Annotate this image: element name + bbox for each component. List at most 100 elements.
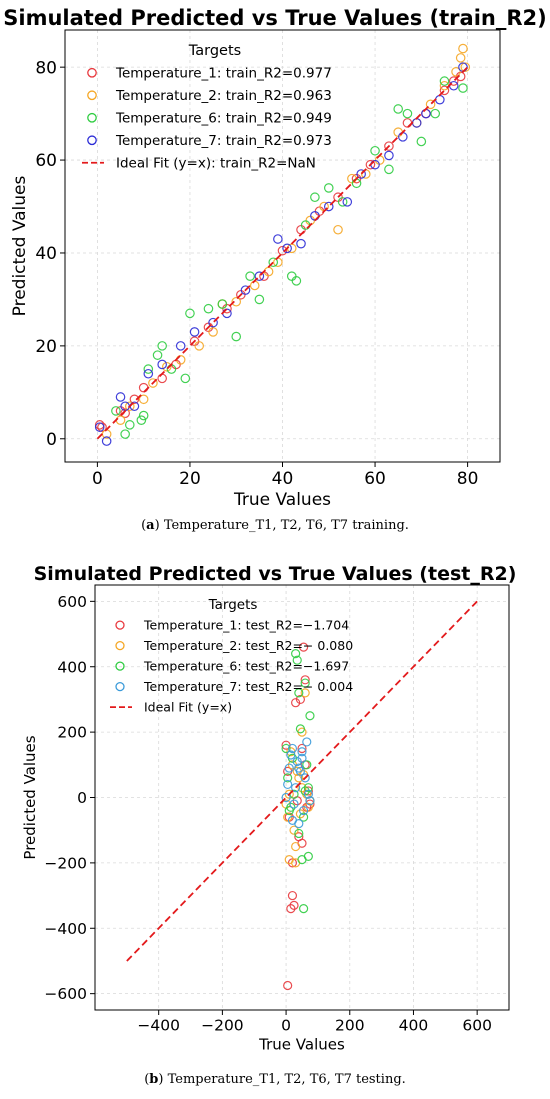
legend-label: Ideal Fit (y=x): train_R2=NaN: [116, 156, 316, 172]
legend-marker: [115, 681, 125, 692]
data-point-series-1: [314, 206, 325, 216]
x-tick-label: 80: [457, 469, 479, 489]
data-point-series-2: [425, 99, 436, 110]
data-point-series-3: [370, 145, 380, 156]
plot-frame: [94, 584, 510, 1011]
data-point-series-3: [136, 415, 147, 425]
data-point-series-3: [384, 164, 394, 175]
data-point-series-4: [284, 763, 294, 773]
data-point-series-4: [283, 779, 293, 790]
data-point-series-4: [342, 197, 353, 207]
data-point-series-2: [305, 215, 316, 226]
y-tick-label: −200: [44, 854, 87, 872]
plot-frame: [64, 29, 501, 463]
y-tick-label: 0: [46, 430, 57, 450]
y-tick-label: 400: [57, 658, 87, 676]
data-point-series-2: [291, 841, 301, 852]
legend-label: Temperature_6: test_R2=−1.697: [143, 659, 349, 674]
data-point-series-2: [451, 67, 461, 77]
data-point-series-1: [287, 858, 298, 868]
chart-b: −400 −200 0 200 400 600 −600 −400 −200 0 200 400 600…: [21, 584, 510, 1054]
data-point-series-4: [294, 763, 304, 773]
data-point-series-2: [458, 43, 468, 54]
data-point-series-4: [189, 327, 200, 337]
data-point-series-1: [384, 141, 394, 151]
data-point-series-3: [245, 271, 255, 281]
data-point-series-1: [129, 394, 140, 405]
data-point-series-4: [115, 392, 126, 402]
data-point-series-4: [435, 94, 445, 105]
x-tick-label: 400: [399, 1017, 429, 1035]
data-point-series-4: [175, 341, 186, 351]
data-point-series-2: [194, 341, 205, 351]
legend-marker: [115, 620, 125, 630]
legend-title: Targets: [208, 597, 258, 613]
data-point-series-2: [115, 415, 126, 425]
data-point-series-3: [300, 786, 310, 796]
caption-text: Temperature_T1, T2, T6, T7 testing.: [167, 1072, 406, 1087]
y-tick-label: 600: [57, 593, 87, 611]
data-point-series-4: [273, 234, 283, 244]
x-tick-label: 60: [364, 469, 386, 489]
data-point-series-3: [303, 783, 313, 793]
data-point-series-1: [287, 890, 298, 901]
data-point-series-2: [249, 280, 260, 291]
data-point-series-2: [300, 688, 310, 698]
data-point-series-4: [302, 737, 312, 747]
data-point-series-4: [289, 799, 299, 809]
data-point-series-4: [157, 359, 167, 370]
legend-marker: [87, 112, 97, 123]
data-point-series-3: [294, 828, 304, 839]
data-point-series-4: [286, 750, 296, 760]
figure-b: Simulated Predicted vs True Values (test…: [0, 550, 550, 1099]
plot-area: [126, 600, 478, 991]
data-point-series-2: [148, 378, 158, 388]
data-point-series-3: [439, 76, 450, 86]
data-point-series-1: [291, 698, 301, 708]
x-tick-label: −400: [137, 1017, 180, 1035]
data-point-series-3: [416, 136, 427, 147]
data-point-series-4: [300, 773, 310, 783]
figure-a: Simulated Predicted vs True Values (trai…: [3, 6, 547, 533]
data-point-series-1: [300, 675, 310, 685]
y-tick-label: 200: [57, 724, 87, 742]
x-tick-label: 20: [179, 469, 201, 489]
data-point-series-3: [292, 655, 302, 665]
data-point-series-3: [323, 183, 334, 193]
data-point-series-4: [287, 815, 298, 825]
data-point-series-4: [281, 792, 291, 803]
y-tick-label: 0: [77, 789, 87, 807]
caption-tag: b: [149, 1072, 159, 1087]
chart-a: 0 20 40 60 80 0 20 40 60 80 True Values Predicted V…: [10, 29, 501, 510]
data-point-series-3: [286, 271, 297, 281]
data-point-series-3: [217, 299, 228, 309]
x-tick-label: 0: [92, 469, 103, 489]
data-point-series-1: [120, 408, 130, 419]
x-tick-label: 40: [272, 469, 294, 489]
data-point-series-1: [295, 694, 306, 705]
data-point-series-4: [298, 805, 309, 816]
data-point-series-3: [143, 364, 154, 374]
y-axis-label: Predicted Values: [21, 735, 39, 859]
data-point-series-1: [298, 642, 309, 652]
data-point-series-3: [295, 724, 306, 734]
y-tick-label: −600: [44, 985, 87, 1003]
data-point-series-2: [297, 783, 307, 793]
legend: Targets Temperature_1: train_R2=0.977 Temp…: [82, 43, 332, 172]
legend-label: Temperature_2: test_R2=− 0.080: [143, 638, 353, 653]
data-point-series-1: [289, 900, 299, 910]
data-point-series-4: [305, 796, 315, 806]
data-point-series-2: [294, 773, 304, 783]
data-point-series-3: [152, 350, 163, 360]
data-point-series-2: [208, 327, 218, 337]
legend-label: Temperature_1: test_R2=−1.704: [143, 618, 349, 633]
legend-label: Ideal Fit (y=x): [144, 700, 232, 715]
data-point-series-1: [448, 76, 459, 86]
data-point-series-3: [294, 688, 304, 698]
legend-marker: [115, 640, 125, 651]
y-tick-label: 40: [35, 244, 57, 264]
y-tick-label: 80: [35, 58, 57, 78]
data-point-series-1: [283, 980, 293, 991]
y-tick-label: 20: [35, 337, 57, 357]
data-point-series-3: [393, 104, 403, 114]
